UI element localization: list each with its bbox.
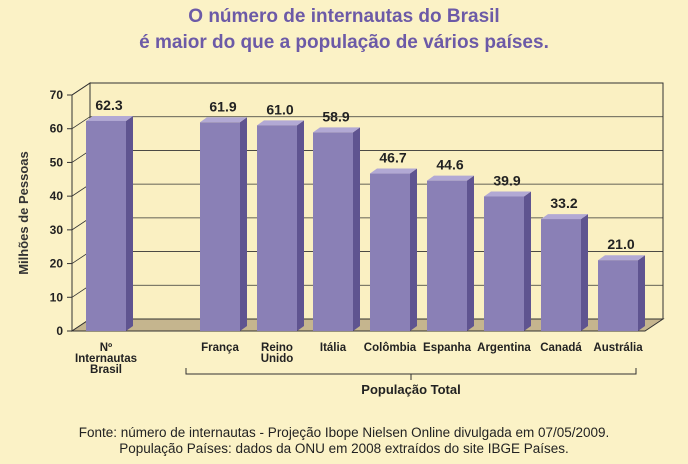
bar-top [484,191,531,197]
bar-top [541,214,588,220]
bar-value-label: 44.6 [436,157,463,173]
source-note-line-2: População Países: dados da ONU em 2008 e… [119,441,569,456]
x-tick-label: Itália [320,342,347,354]
bar [257,125,297,331]
y-tick-label: 70 [50,88,64,102]
bar-value-label: 21.0 [607,236,634,252]
bar [313,132,353,331]
gridline [71,116,663,130]
bar-side [240,117,247,332]
x-tick-label: Nº [100,342,113,354]
x-tick-label: Unido [261,353,294,365]
y-tick-label: 60 [50,122,64,136]
bar-top [257,120,304,126]
x-tick-label: Colômbia [364,342,417,354]
bar-side [353,127,360,332]
group-label: População Total [361,382,460,397]
x-tick-label: França [201,342,239,354]
x-tick-label: Reino [261,342,293,354]
bar-value-label: 46.7 [379,150,406,166]
bar-value-label: 58.9 [322,108,349,124]
bar-side [638,255,645,331]
bar-value-label: 33.2 [550,195,577,211]
bar-side [524,191,531,331]
x-tick-label: Canadá [540,342,582,354]
bar-value-label: 39.9 [493,172,520,188]
bar [86,120,126,332]
chart-title-line-1: O número de internautas do Brasil [188,6,500,27]
bar [200,122,240,332]
bar [427,180,467,331]
bar [541,219,581,331]
bar-side [581,214,588,331]
y-tick-label: 30 [50,223,64,237]
source-note-line-1: Fonte: número de internautas - Projeção … [78,425,610,440]
bar [370,173,410,331]
y-tick-label: 0 [56,324,63,338]
bar-top [200,117,247,123]
x-tick-label: Argentina [477,342,531,354]
bar [484,196,524,331]
gridline [71,82,663,96]
chart-title-line-2: é maior do que a população de vários paí… [139,32,549,53]
y-tick-label: 40 [50,189,64,203]
y-tick-label: 10 [50,290,64,304]
x-tick-label: Brasil [90,364,122,376]
x-tick-label: Austrália [593,342,643,354]
x-tick-label: Espanha [423,342,472,354]
bar-top [86,115,133,121]
bar-top [598,255,645,261]
bar [598,260,638,331]
x-tick-label: Internautas [75,353,137,365]
bar-top [313,127,360,133]
bar-side [467,175,474,331]
bar-side [126,115,133,332]
bar-top [370,168,417,174]
y-axis-label: Milhões de Pessoas [16,151,31,275]
bar-value-label: 61.0 [266,101,293,117]
group-bracket [185,368,637,375]
y-tick-label: 50 [50,155,64,169]
bar-side [410,168,417,331]
bar-side [297,120,304,331]
bar-value-label: 61.9 [209,98,236,114]
bar-value-label: 62.3 [95,97,122,113]
bar-top [427,175,474,181]
y-tick-label: 20 [50,257,64,271]
